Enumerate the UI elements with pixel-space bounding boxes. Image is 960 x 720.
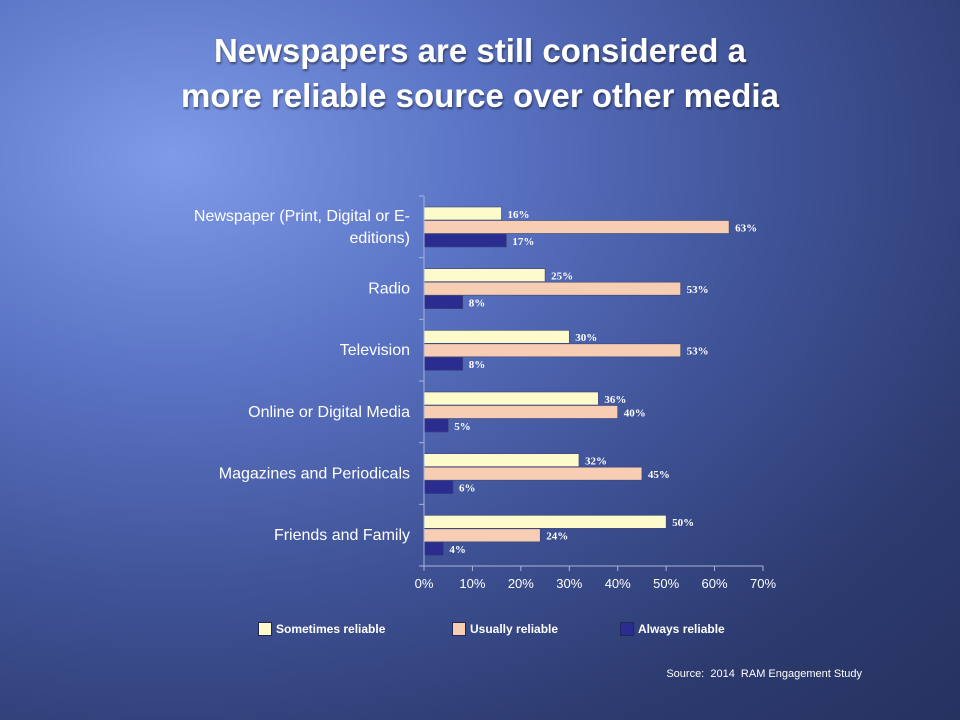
data-label-usually-3: 40%	[624, 407, 646, 419]
bar-always-4	[423, 480, 454, 494]
slide-title: Newspapers are still considered a more r…	[0, 28, 960, 118]
x-tick-label-2: 20%	[508, 576, 534, 591]
category-label-1: Radio	[368, 281, 410, 298]
data-label-sometimes-2: 30%	[575, 332, 597, 344]
data-label-always-1: 8%	[469, 297, 486, 309]
source-note: Source: 2014 RAM Engagement Study	[666, 668, 862, 680]
data-label-usually-1: 53%	[687, 284, 709, 296]
data-label-usually-0: 63%	[735, 222, 757, 234]
legend-label-usually: Usually reliable	[470, 622, 559, 636]
data-label-usually-5: 24%	[546, 531, 568, 543]
legend-swatch-sometimes	[258, 622, 272, 636]
data-label-sometimes-0: 16%	[507, 209, 529, 221]
bar-sometimes-5	[423, 515, 667, 529]
bar-usually-4	[423, 466, 643, 481]
x-tick-label-4: 40%	[605, 576, 631, 591]
slide-title-line-1: Newspapers are still considered a	[214, 32, 746, 69]
data-label-always-3: 5%	[454, 421, 471, 433]
data-label-always-4: 6%	[459, 482, 476, 494]
legend-label-sometimes: Sometimes reliable	[276, 622, 386, 636]
x-tick-label-0: 0%	[415, 576, 434, 591]
data-label-always-0: 17%	[512, 236, 534, 248]
category-label-2: Television	[340, 342, 410, 359]
bar-always-1	[423, 295, 464, 309]
slide-title-line-2: more reliable source over other media	[181, 77, 779, 114]
category-label-4: Magazines and Periodicals	[219, 466, 410, 483]
category-label-0-line-0: Newspaper (Print, Digital or E-	[194, 208, 410, 225]
x-tick-label-7: 70%	[750, 576, 776, 591]
data-label-sometimes-4: 32%	[585, 455, 607, 467]
x-tick-label-5: 50%	[653, 576, 679, 591]
data-label-usually-4: 45%	[648, 469, 670, 481]
bar-usually-1	[423, 281, 681, 296]
legend-swatch-always	[620, 622, 634, 636]
legend-label-always: Always reliable	[638, 622, 725, 636]
data-label-sometimes-1: 25%	[551, 270, 573, 282]
legend-swatch-usually	[452, 622, 466, 636]
bar-always-5	[423, 542, 444, 556]
data-label-usually-2: 53%	[687, 346, 709, 358]
legend-item-sometimes: Sometimes reliable	[258, 622, 385, 636]
bar-always-0	[423, 233, 507, 248]
x-tick-label-3: 30%	[556, 576, 582, 591]
x-tick-label-1: 10%	[459, 576, 485, 591]
bar-usually-5	[423, 528, 541, 543]
x-tick-label-6: 60%	[702, 576, 728, 591]
bar-sometimes-0	[423, 206, 502, 221]
bar-sometimes-3	[423, 391, 599, 406]
bar-sometimes-2	[423, 330, 570, 344]
legend-item-always: Always reliable	[620, 622, 725, 636]
bar-always-2	[423, 357, 464, 371]
data-label-sometimes-3: 36%	[604, 394, 626, 406]
bar-usually-0	[423, 220, 730, 234]
bar-usually-3	[423, 405, 619, 419]
bar-sometimes-1	[423, 268, 546, 282]
bar-sometimes-4	[423, 453, 580, 467]
bar-always-3	[423, 418, 449, 433]
category-label-0-line-1: editions)	[350, 230, 410, 247]
chart-legend: Sometimes reliable Usually reliable Alwa…	[0, 622, 960, 642]
legend-item-usually: Usually reliable	[452, 622, 558, 636]
data-label-sometimes-5: 50%	[672, 517, 694, 529]
category-label-3: Online or Digital Media	[248, 404, 410, 421]
data-label-always-2: 8%	[469, 359, 486, 371]
category-label-5: Friends and Family	[274, 527, 410, 544]
data-label-always-5: 4%	[449, 544, 466, 556]
bar-usually-2	[423, 343, 681, 358]
